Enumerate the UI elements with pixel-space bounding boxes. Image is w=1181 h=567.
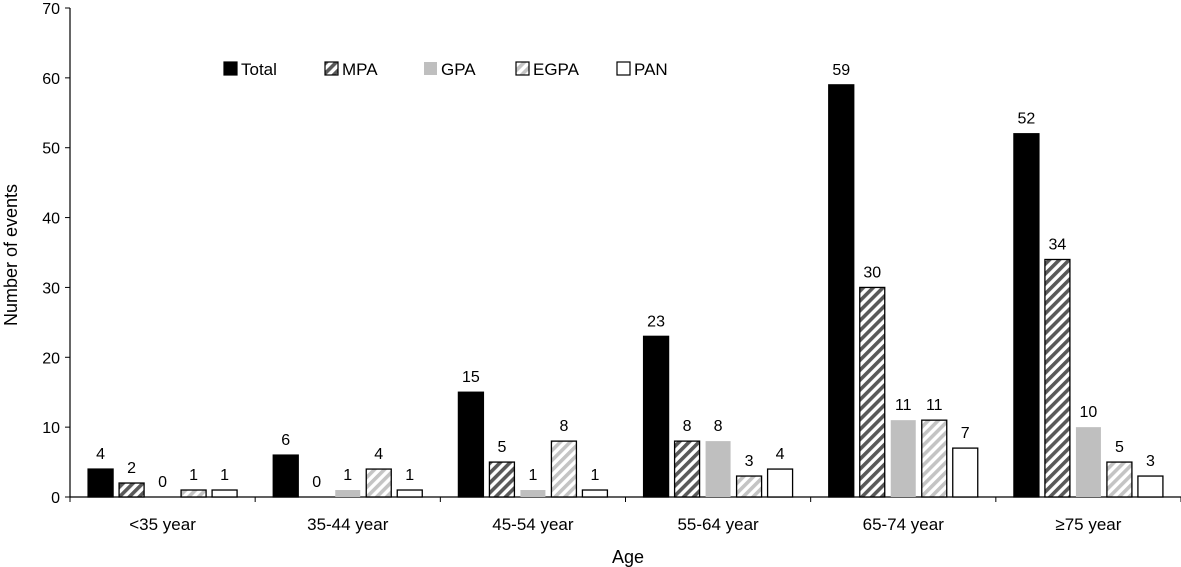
legend-label-total: Total (241, 60, 277, 79)
data-label-mpa: 0 (312, 474, 321, 491)
data-label-egpa: 5 (1115, 439, 1124, 456)
bar-egpa-1 (365, 468, 392, 498)
bar-total-5 (1013, 133, 1040, 498)
bar-pan-1 (396, 489, 423, 498)
data-label-total: 59 (832, 62, 850, 79)
y-tick-label: 60 (42, 71, 60, 88)
bar-mpa-0 (118, 482, 145, 498)
x-category-label: 45-54 year (492, 515, 574, 534)
bar-mpa-4 (859, 286, 886, 498)
bar-pan-4 (952, 447, 979, 498)
x-category-label: 35-44 year (307, 515, 389, 534)
legend-swatch-gpa (424, 62, 437, 75)
data-label-pan: 7 (961, 425, 970, 442)
bar-gpa-5 (1075, 427, 1101, 497)
data-label-pan: 3 (1146, 453, 1155, 470)
x-category-label: ≥75 year (1055, 515, 1121, 534)
bar-pan-2 (581, 489, 609, 498)
legend-swatch-total (223, 61, 238, 76)
x-category-label: <35 year (129, 515, 196, 534)
data-label-pan: 1 (590, 467, 599, 484)
data-label-total: 52 (1018, 111, 1036, 128)
bar-total-0 (87, 468, 114, 498)
y-tick-label: 20 (42, 350, 60, 367)
bar-pan-3 (766, 468, 794, 498)
bar-pan-5 (1137, 475, 1164, 498)
data-label-gpa: 8 (714, 418, 723, 435)
bar-mpa-2 (488, 461, 516, 498)
data-label-gpa: 10 (1080, 404, 1098, 421)
legend-label-pan: PAN (634, 60, 668, 79)
data-label-mpa: 2 (127, 460, 136, 477)
data-label-mpa: 34 (1049, 236, 1067, 253)
data-label-pan: 4 (776, 446, 785, 463)
data-label-gpa: 1 (528, 467, 537, 484)
bar-egpa-3 (735, 475, 763, 498)
bar-total-1 (272, 454, 299, 498)
data-label-gpa: 1 (343, 467, 352, 484)
data-label-mpa: 8 (683, 418, 692, 435)
y-tick-label: 40 (42, 211, 60, 228)
bar-egpa-2 (550, 440, 578, 498)
y-tick-label: 50 (42, 141, 60, 158)
data-label-pan: 1 (405, 467, 414, 484)
bar-mpa-5 (1044, 258, 1071, 498)
data-label-total: 6 (281, 432, 290, 449)
bar-total-4 (828, 84, 855, 498)
data-label-egpa: 8 (559, 418, 568, 435)
data-label-total: 4 (96, 446, 105, 463)
legend-swatch-pan (616, 61, 631, 76)
data-label-gpa: 11 (895, 397, 912, 414)
legend-label-gpa: GPA (441, 60, 476, 79)
legend-label-egpa: EGPA (533, 60, 580, 79)
data-label-egpa: 4 (374, 446, 383, 463)
data-label-egpa: 3 (745, 453, 754, 470)
data-label-mpa: 30 (863, 264, 881, 281)
bar-total-2 (457, 391, 485, 498)
data-label-egpa: 1 (189, 467, 198, 484)
x-category-label: 55-64 year (677, 515, 759, 534)
x-axis-title: Age (612, 547, 644, 567)
y-axis-title: Number of events (1, 184, 21, 326)
bar-egpa-0 (180, 489, 207, 498)
x-category-label: 65-74 year (863, 515, 945, 534)
data-label-pan: 1 (220, 467, 229, 484)
bar-pan-0 (211, 489, 238, 498)
legend-swatch-mpa (324, 61, 339, 76)
bar-gpa-3 (705, 441, 731, 497)
legend-swatch-egpa (515, 61, 530, 76)
data-label-total: 15 (462, 369, 480, 386)
y-tick-label: 10 (42, 420, 60, 437)
y-tick-label: 30 (42, 280, 60, 297)
data-label-egpa: 11 (926, 397, 943, 414)
bar-gpa-4 (890, 420, 916, 497)
bar-mpa-3 (673, 440, 701, 498)
data-label-gpa: 0 (158, 474, 167, 491)
bar-egpa-5 (1106, 461, 1133, 498)
legend-label-mpa: MPA (342, 60, 378, 79)
bar-total-3 (642, 335, 670, 498)
y-tick-label: 70 (42, 1, 60, 18)
data-label-mpa: 5 (497, 439, 506, 456)
bar-egpa-4 (921, 419, 948, 498)
data-label-total: 23 (647, 313, 665, 330)
bar-gpa-2 (520, 490, 546, 497)
y-tick-label: 0 (51, 490, 60, 507)
bar-gpa-1 (335, 490, 361, 497)
